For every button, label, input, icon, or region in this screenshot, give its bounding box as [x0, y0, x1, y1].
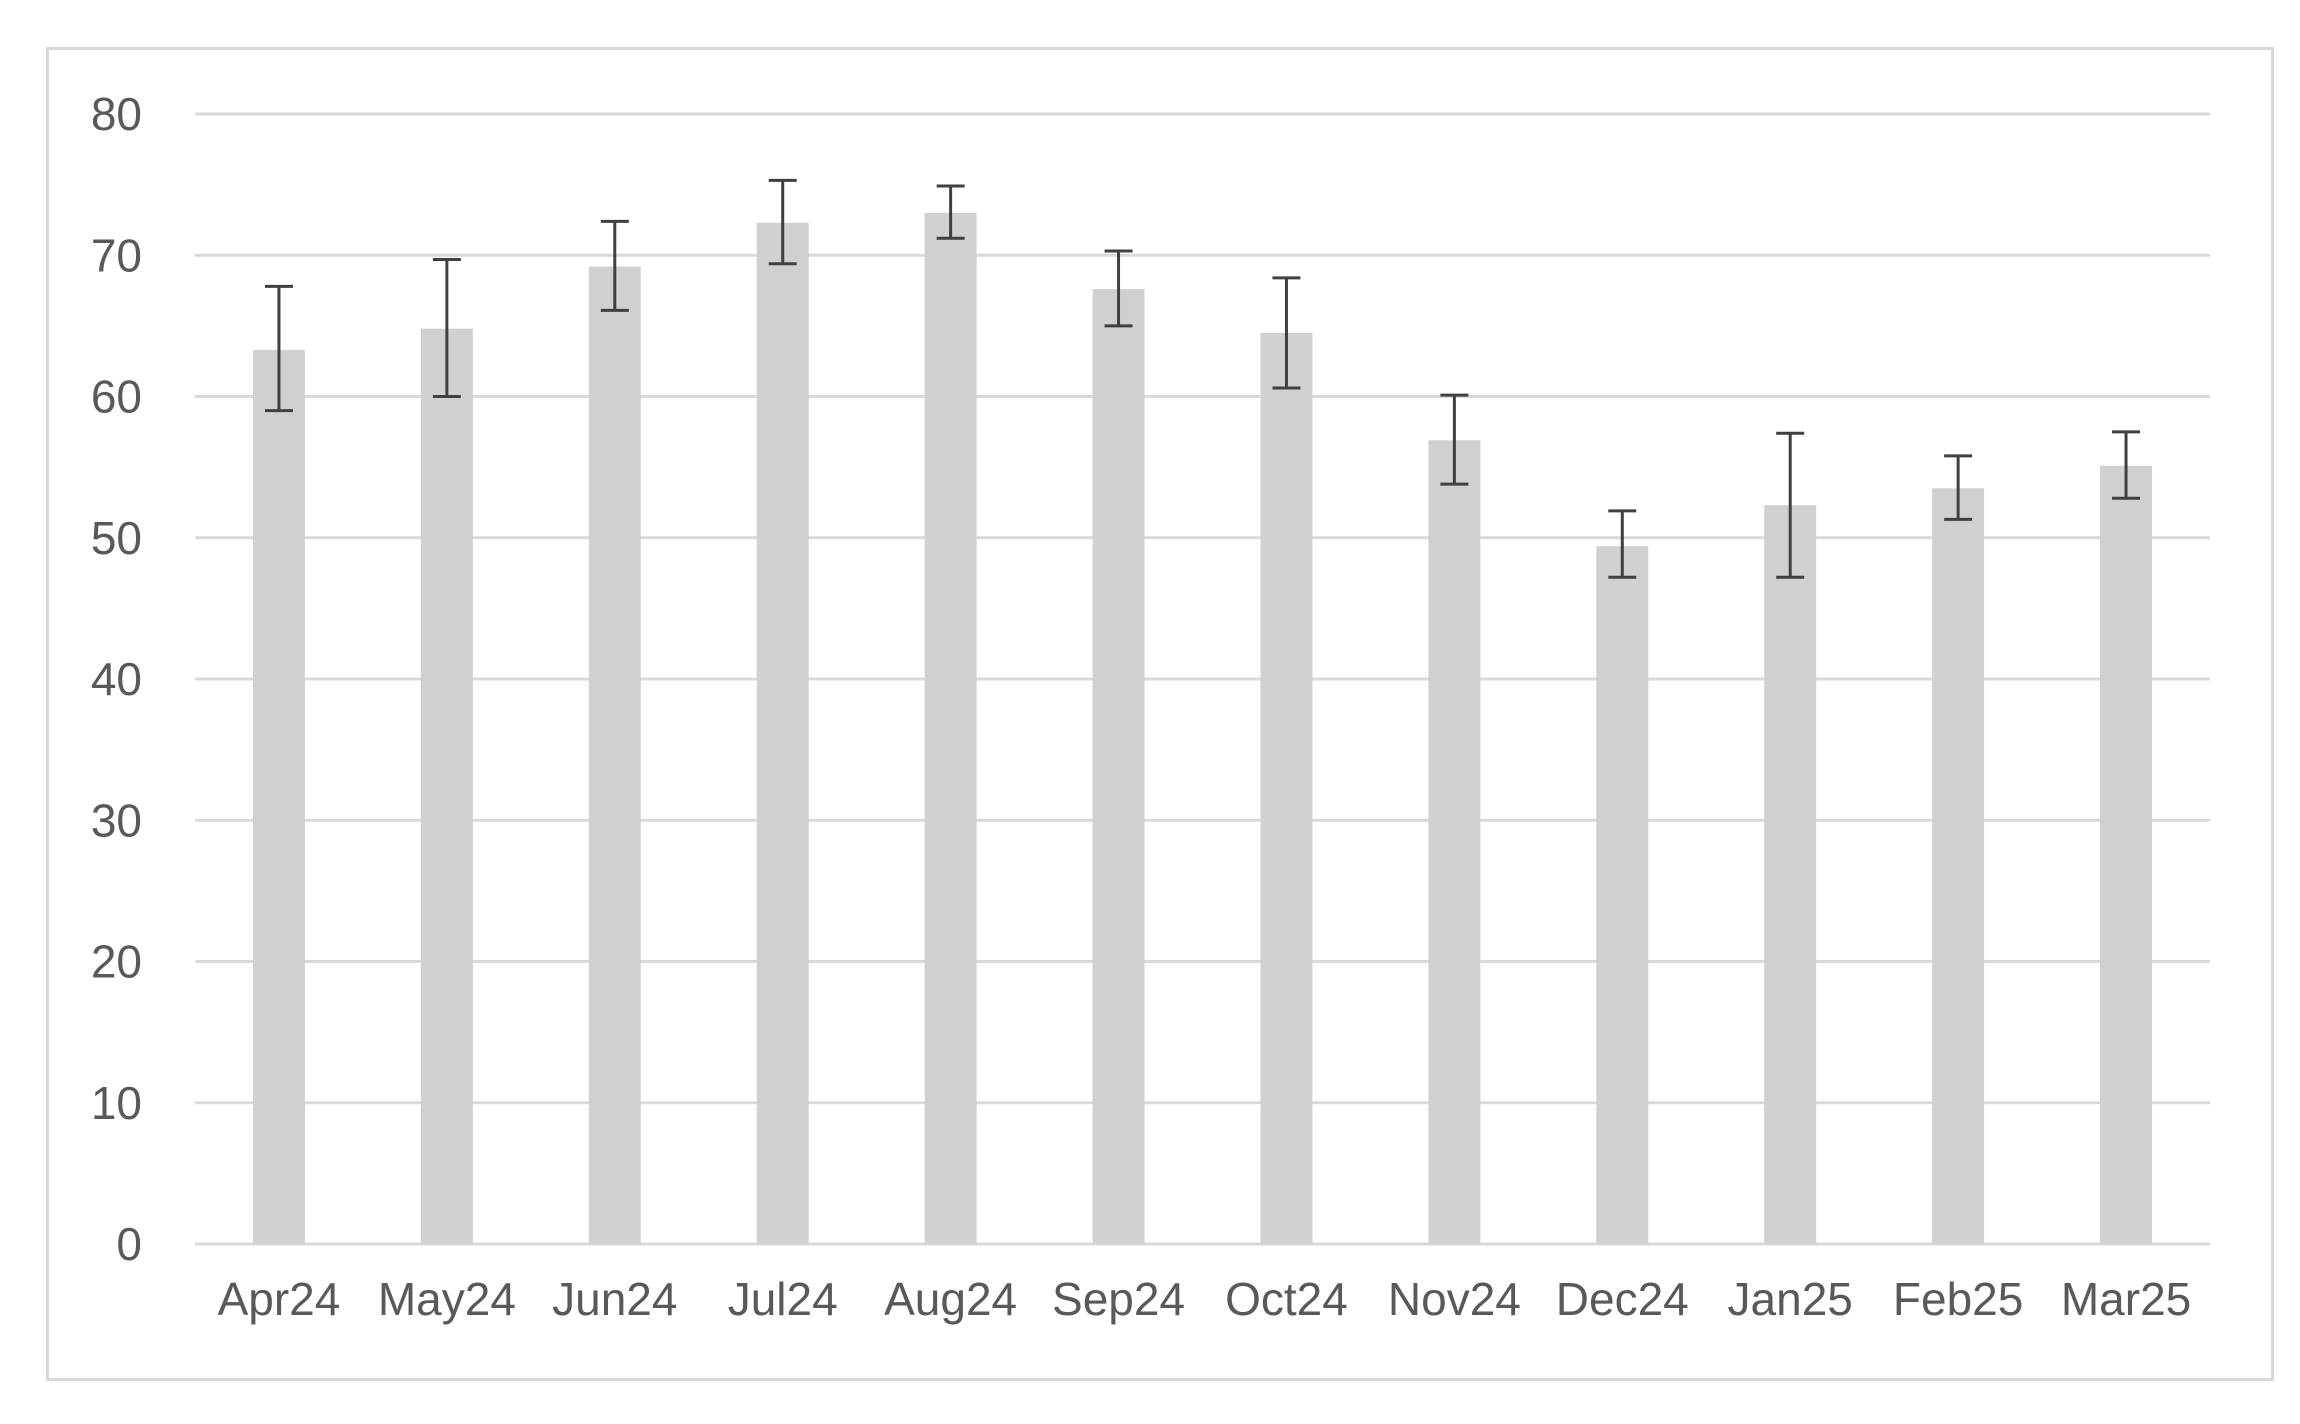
bar-apr24: [252, 349, 305, 1244]
x-tick-label: Nov24: [1388, 1273, 1521, 1325]
x-tick-label: May24: [378, 1273, 516, 1325]
error-bar-jan25: [1776, 431, 1805, 579]
x-tick-label: Dec24: [1556, 1273, 1689, 1325]
x-tick-label: Jul24: [728, 1273, 838, 1325]
bar-nov24: [1428, 440, 1481, 1245]
x-tick-label: Feb25: [1893, 1273, 2023, 1325]
y-tick-label: 60: [91, 371, 142, 423]
y-tick-label: 50: [91, 512, 142, 564]
error-bar-jul24: [768, 178, 797, 266]
bar-feb25: [1932, 488, 1985, 1244]
chart-frame: [46, 47, 2274, 1381]
bar-may24: [420, 328, 473, 1244]
y-tick-label: 10: [91, 1077, 142, 1129]
y-tick-label: 0: [116, 1218, 142, 1270]
error-bar-jun24: [600, 219, 629, 312]
y-tick-label: 70: [91, 229, 142, 281]
x-tick-label: Apr24: [218, 1273, 341, 1325]
bar-sep24: [1092, 289, 1145, 1244]
error-bar-feb25: [1944, 454, 1973, 521]
bar-aug24: [924, 212, 977, 1244]
y-tick-label: 30: [91, 794, 142, 846]
bar-jul24: [756, 222, 809, 1244]
y-tick-label: 20: [91, 936, 142, 988]
gridlines: [195, 112, 2210, 1246]
error-bars: [264, 178, 2141, 579]
y-tick-label: 80: [91, 88, 142, 140]
bar-dec24: [1596, 546, 1649, 1244]
error-bar-may24: [432, 257, 461, 398]
error-bar-dec24: [1608, 509, 1637, 579]
x-tick-label: Mar25: [2061, 1273, 2191, 1325]
error-bar-sep24: [1104, 249, 1133, 328]
y-axis-tick-labels: 0 10 20 30 40 50 60 70 80: [91, 88, 142, 1270]
error-bar-oct24: [1272, 276, 1301, 390]
x-tick-label: Oct24: [1225, 1273, 1348, 1325]
bars: [252, 212, 2153, 1245]
y-tick-label: 40: [91, 653, 142, 705]
x-tick-label: Aug24: [884, 1273, 1017, 1325]
error-bar-aug24: [936, 184, 965, 240]
error-bar-apr24: [264, 284, 293, 413]
bar-mar25: [2100, 465, 2153, 1244]
x-tick-label: Jun24: [552, 1273, 677, 1325]
error-bar-nov24: [1440, 393, 1469, 486]
bar-oct24: [1260, 332, 1313, 1244]
x-axis-tick-labels: Apr24 May24 Jun24 Jul24 Aug24 Sep24 Oct24 Nov24…: [218, 1273, 2192, 1325]
bar-jan25: [1764, 505, 1817, 1244]
x-tick-label: Sep24: [1052, 1273, 1185, 1325]
x-tick-label: Jan25: [1728, 1273, 1853, 1325]
bar-jun24: [588, 266, 641, 1244]
error-bar-mar25: [2112, 430, 2141, 500]
